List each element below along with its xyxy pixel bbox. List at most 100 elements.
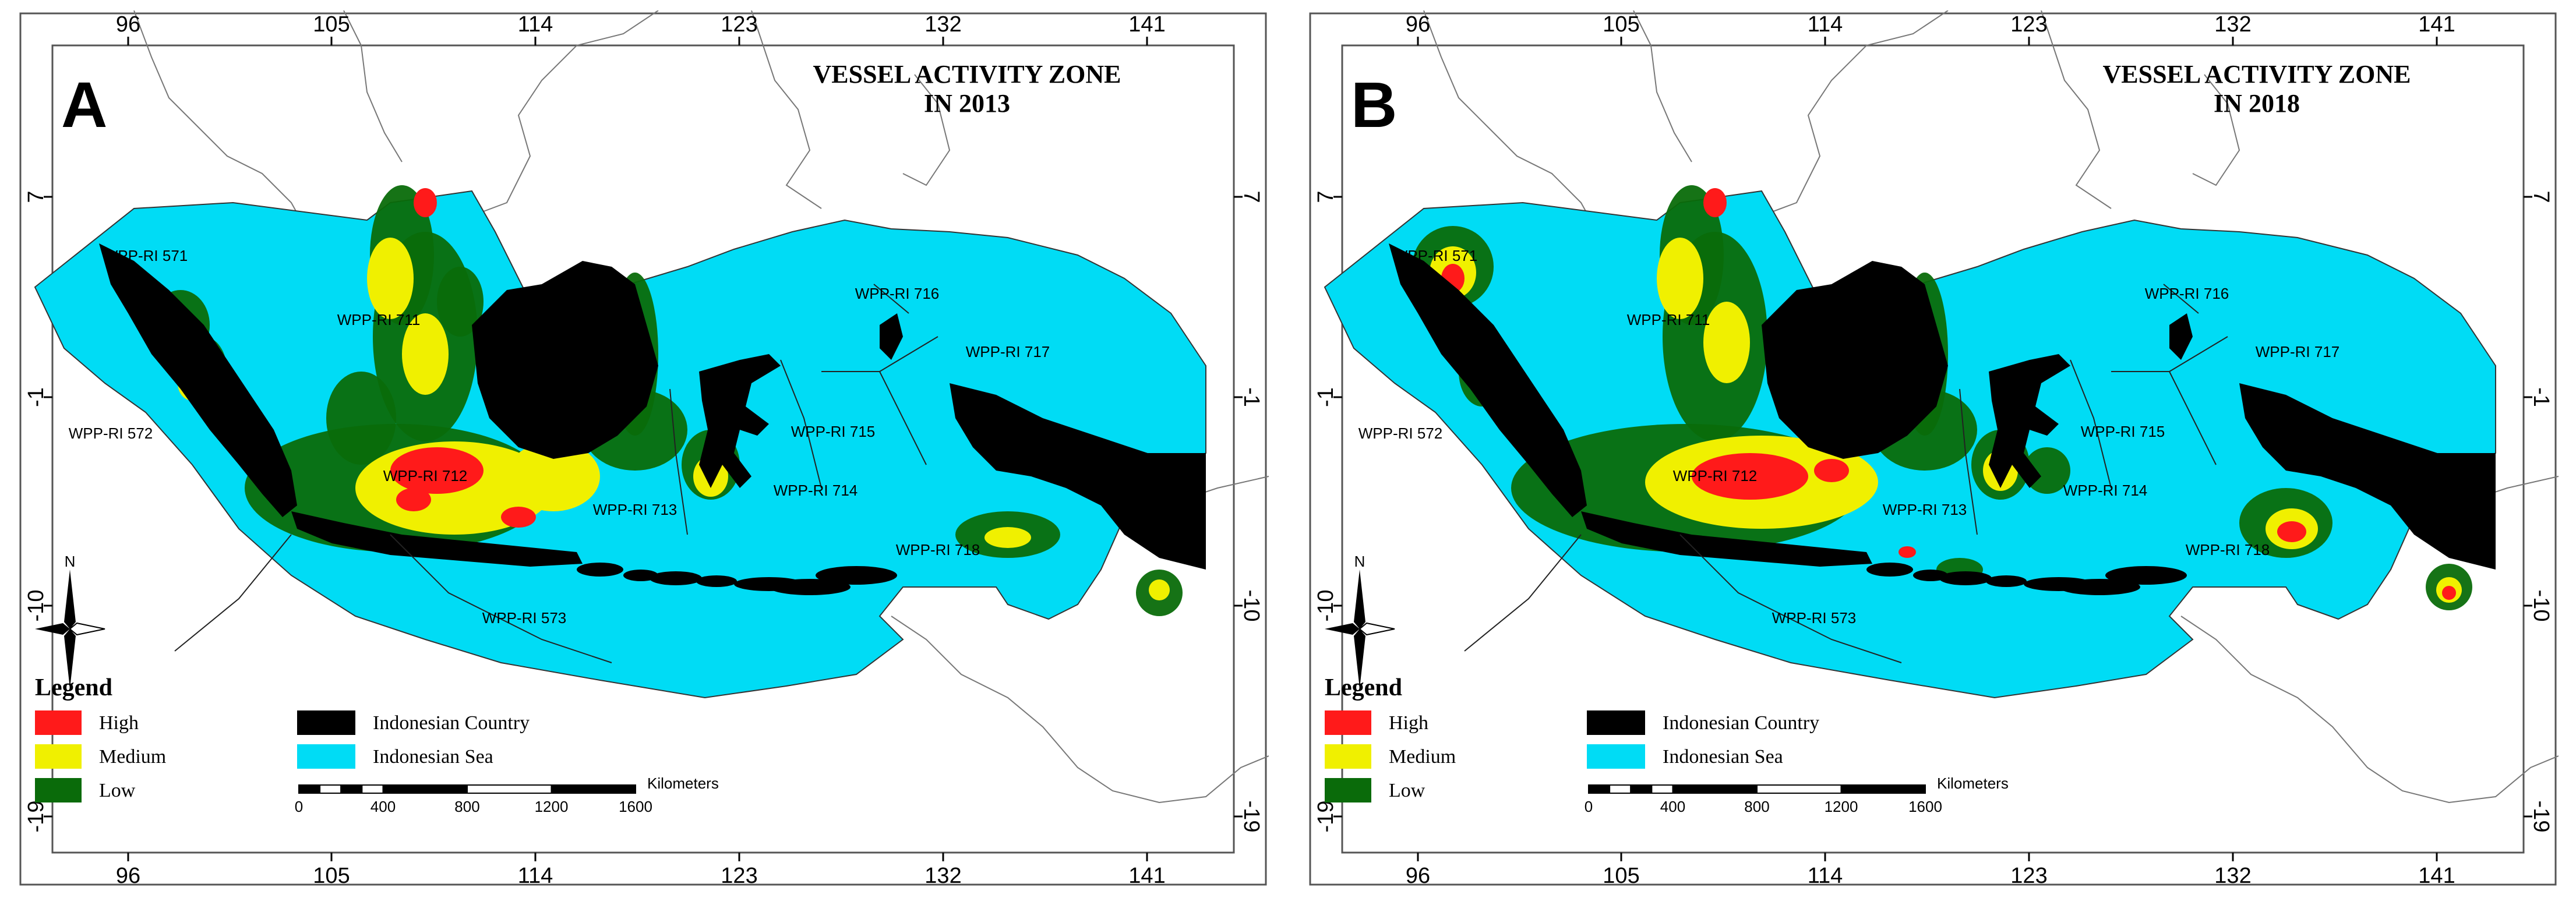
- indonesian-land: [1581, 511, 1872, 567]
- north-arrow: N: [1325, 553, 1395, 688]
- legend-label-high: High: [99, 712, 139, 734]
- legend-label-medium: Medium: [1389, 746, 1456, 768]
- wpp-boundary: [2070, 359, 2112, 489]
- legend-label-low: Low: [99, 780, 136, 801]
- lat-label-left: -10: [24, 590, 48, 622]
- lon-label-top: 132: [2214, 12, 2251, 37]
- lon-label-bottom: 141: [1128, 864, 1165, 888]
- scale-segment: [1756, 784, 1842, 794]
- wpp-zone-label: WPP-RI 572: [1358, 425, 1443, 442]
- wpp-boundary: [879, 371, 927, 465]
- scale-segment: [467, 784, 552, 794]
- scale-unit: Kilometers: [1937, 775, 2009, 792]
- lon-label-top: 114: [1808, 12, 1843, 37]
- legend-title: Legend: [35, 674, 112, 701]
- wpp-zone-label: WPP-RI 573: [1772, 609, 1857, 627]
- indonesian-island: [577, 563, 623, 577]
- wpp-zone-label: WPP-RI 717: [2256, 343, 2340, 360]
- indonesian-land: [699, 354, 781, 488]
- legend-swatch-area: [1587, 710, 1645, 735]
- neighbor-coastline: [751, 10, 822, 209]
- wpp-boundary: [1959, 388, 1978, 535]
- wpp-zone-label: WPP-RI 715: [2081, 423, 2165, 440]
- activity-medium: [367, 238, 414, 319]
- activity-high: [2277, 521, 2306, 542]
- legend-label-medium: Medium: [99, 746, 166, 768]
- activity-high: [1899, 546, 1916, 558]
- indonesian-land: [950, 383, 1206, 570]
- neighbor-coastline: [2041, 10, 2112, 209]
- wpp-boundary: [2163, 284, 2199, 314]
- compass-north: [64, 570, 76, 629]
- activity-high: [501, 507, 536, 528]
- scale-segment: [1630, 784, 1653, 794]
- scale-segment: [1672, 784, 1758, 794]
- wpp-zone-label: WPP-RI 712: [1673, 467, 1758, 485]
- map-title-line1: VESSEL ACTIVITY ZONE: [813, 60, 1121, 89]
- legend-swatch-low: [35, 778, 82, 802]
- lat-label-left: -19: [24, 801, 48, 833]
- activity-high: [2442, 586, 2456, 600]
- lon-label-bottom: 123: [2010, 864, 2047, 888]
- lat-label-right: -1: [1239, 387, 1264, 407]
- compass-west: [35, 623, 70, 635]
- wpp-boundary: [1464, 534, 1582, 652]
- lon-label-top: 123: [721, 12, 757, 37]
- wpp-zone-label: WPP-RI 571: [1393, 247, 1478, 264]
- scale-label: 0: [1585, 798, 1593, 815]
- compass-south: [1354, 629, 1365, 688]
- scale-segment: [298, 784, 321, 794]
- wpp-zone-label: WPP-RI 711: [1627, 311, 1710, 328]
- compass-east: [69, 622, 105, 636]
- scale-bar: 0 400 800 1200 1600 Kilometers: [1585, 775, 2009, 815]
- wpp-zone-label: WPP-RI 717: [966, 343, 1050, 360]
- lon-label-bottom: 114: [1808, 864, 1843, 888]
- neighbor-coastline: [891, 616, 1269, 804]
- neighbor-coastline: [1633, 10, 1692, 162]
- lon-label-bottom: 105: [1603, 864, 1639, 888]
- lon-label-top: 132: [924, 12, 961, 37]
- scale-segment: [1609, 784, 1632, 794]
- map-title-line1: VESSEL ACTIVITY ZONE: [2102, 60, 2411, 89]
- indonesian-land: [1762, 261, 1948, 459]
- activity-medium: [1703, 302, 1750, 383]
- compass-east: [1358, 622, 1395, 636]
- activity-high: [1814, 459, 1849, 482]
- wpp-zone-label: WPP-RI 712: [383, 467, 468, 485]
- scale-label: 1600: [619, 798, 652, 815]
- lon-label-top: 141: [1128, 12, 1165, 37]
- activity-medium: [1149, 579, 1170, 600]
- legend-label-area: Indonesian Sea: [373, 746, 493, 768]
- wpp-zone-label: WPP-RI 713: [1883, 501, 1967, 518]
- neighbor-coastline: [2192, 74, 2240, 186]
- wpp-boundary: [174, 534, 292, 652]
- compass-west: [1325, 623, 1360, 635]
- lon-label-top: 114: [518, 12, 553, 37]
- scale-unit: Kilometers: [647, 775, 719, 792]
- scale-segment: [1651, 784, 1674, 794]
- map-svg-b: WPP-RI 571 WPP-RI 711 WPP-RI 572 WPP-RI 712…: [1309, 10, 2559, 888]
- lon-label-bottom: 141: [2418, 864, 2455, 888]
- activity-medium: [984, 527, 1031, 548]
- north-label: N: [65, 553, 76, 570]
- map-title-line2: IN 2013: [924, 89, 1010, 118]
- wpp-zone-label: WPP-RI 718: [2186, 541, 2270, 558]
- lat-label-left: 7: [1314, 190, 1338, 203]
- wpp-zone-label: WPP-RI 571: [104, 247, 188, 264]
- legend-swatch-high: [35, 710, 82, 735]
- map-area: WPP-RI 571 WPP-RI 711 WPP-RI 572 WPP-RI 712…: [34, 10, 1269, 854]
- scale-segment: [1588, 784, 1611, 794]
- neighbor-coastline: [343, 10, 403, 162]
- lon-label-bottom: 123: [721, 864, 757, 888]
- wpp-boundary: [2169, 371, 2217, 465]
- wpp-zone-label: WPP-RI 713: [593, 501, 677, 518]
- activity-medium: [1657, 238, 1703, 319]
- neighbor-coastline: [902, 74, 951, 186]
- wpp-boundary: [390, 534, 612, 663]
- legend: Legend High Medium Low Indonesian Country Ind…: [1325, 674, 1819, 802]
- scale-label: 800: [1744, 798, 1769, 815]
- indonesian-island: [2105, 566, 2187, 585]
- panel-letter: A: [61, 69, 107, 141]
- indonesian-island: [816, 566, 897, 585]
- wpp-zone-label: WPP-RI 718: [896, 541, 980, 558]
